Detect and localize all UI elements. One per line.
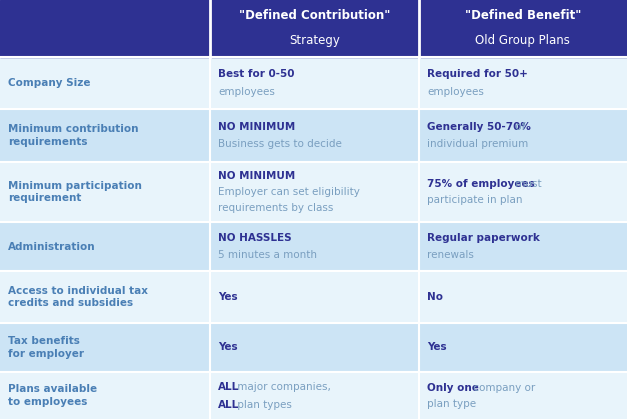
Text: Best for 0-50: Best for 0-50 [218, 69, 295, 79]
Bar [0, 222, 210, 271]
Bar [0, 57, 210, 109]
Bar [419, 372, 627, 420]
Bar [419, 323, 627, 372]
Bar [210, 0, 419, 57]
Text: No: No [427, 292, 443, 302]
Text: 5 minutes a month: 5 minutes a month [218, 250, 317, 260]
Text: ALL: ALL [218, 382, 240, 392]
Text: requirements by class: requirements by class [218, 203, 334, 213]
Text: must: must [512, 179, 542, 189]
Text: Employer can set eligibility: Employer can set eligibility [218, 187, 360, 197]
Bar [419, 0, 627, 57]
Bar [0, 109, 210, 162]
Bar [0, 323, 210, 372]
Text: Strategy: Strategy [289, 34, 340, 47]
Text: Required for 50+: Required for 50+ [427, 69, 528, 79]
Bar [0, 271, 210, 323]
Bar [210, 323, 419, 372]
Text: renewals: renewals [427, 250, 474, 260]
Bar [0, 0, 210, 57]
Text: employees: employees [218, 87, 275, 97]
Text: Plans available
to employees: Plans available to employees [8, 384, 97, 407]
Text: Minimum participation
requirement: Minimum participation requirement [8, 181, 142, 203]
Text: "Defined Benefit": "Defined Benefit" [465, 9, 581, 22]
Text: 75% of employees: 75% of employees [427, 179, 535, 189]
Text: Only one: Only one [427, 383, 479, 393]
Text: of: of [512, 122, 525, 132]
Text: Administration: Administration [8, 241, 96, 252]
Text: Tax benefits
for employer: Tax benefits for employer [8, 336, 84, 359]
Bar [210, 109, 419, 162]
Bar [210, 57, 419, 109]
Bar [419, 109, 627, 162]
Text: Old Group Plans: Old Group Plans [475, 34, 571, 47]
Text: employees: employees [427, 87, 484, 97]
Text: plan types: plan types [234, 400, 292, 410]
Text: ALL: ALL [218, 400, 240, 410]
Bar [419, 222, 627, 271]
Text: Minimum contribution
requirements: Minimum contribution requirements [8, 124, 139, 147]
Bar [419, 162, 627, 222]
Text: Access to individual tax
credits and subsidies: Access to individual tax credits and sub… [8, 286, 148, 308]
Text: Yes: Yes [427, 342, 446, 352]
Bar [0, 162, 210, 222]
Text: Yes: Yes [218, 342, 238, 352]
Text: plan type: plan type [427, 399, 476, 409]
Text: NO MINIMUM: NO MINIMUM [218, 171, 295, 181]
Bar [210, 162, 419, 222]
Text: participate in plan: participate in plan [427, 195, 522, 205]
Text: Company Size: Company Size [8, 78, 91, 88]
Bar [210, 222, 419, 271]
Text: individual premium: individual premium [427, 139, 528, 149]
Text: Business gets to decide: Business gets to decide [218, 139, 342, 149]
Bar [0, 372, 210, 420]
Text: Generally 50-70%: Generally 50-70% [427, 122, 531, 132]
Text: Regular paperwork: Regular paperwork [427, 233, 540, 243]
Bar [419, 57, 627, 109]
Bar [419, 271, 627, 323]
Bar [210, 372, 419, 420]
Text: Yes: Yes [218, 292, 238, 302]
Text: NO MINIMUM: NO MINIMUM [218, 122, 295, 132]
Text: company or: company or [470, 383, 535, 393]
Text: "Defined Contribution": "Defined Contribution" [239, 9, 390, 22]
Text: NO HASSLES: NO HASSLES [218, 233, 292, 243]
Bar [210, 271, 419, 323]
Text: major companies,: major companies, [234, 382, 331, 392]
